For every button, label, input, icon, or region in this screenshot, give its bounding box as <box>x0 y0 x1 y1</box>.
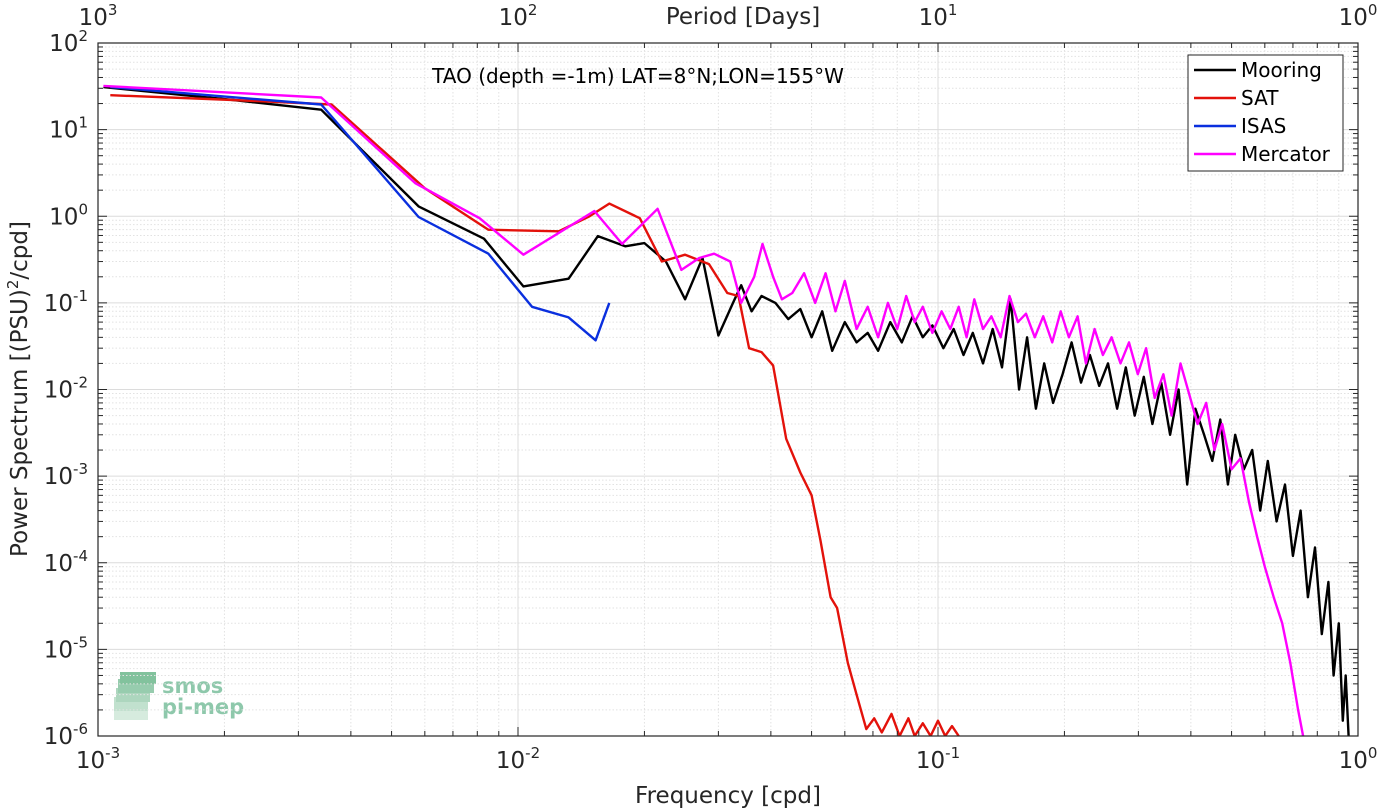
top-tick-label: 101 <box>919 1 958 31</box>
smos-pi-mep-logo: smos pi-mep <box>114 672 244 720</box>
logo-text-smos: smos <box>162 674 223 698</box>
legend: Mooring SAT ISAS Mercator <box>1187 54 1344 172</box>
chart-title: TAO (depth =-1m) LAT=8°N;LON=155°W <box>431 64 844 88</box>
y-axis-label-main: Power Spectrum [(PSU) <box>7 289 33 557</box>
legend-box <box>1187 54 1344 172</box>
y-tick-label: 10-4 <box>44 547 88 577</box>
top-tick-label: 103 <box>79 1 118 31</box>
x-tick-label: 10-2 <box>496 744 540 774</box>
top-tick-label: 102 <box>499 1 538 31</box>
y-tick-label: 101 <box>49 114 88 144</box>
y-tick-label: 10-6 <box>44 720 88 750</box>
x-tick-label: 10-1 <box>916 744 960 774</box>
legend-label-isas: ISAS <box>1241 114 1286 138</box>
legend-label-mooring: Mooring <box>1241 58 1322 82</box>
y-axis-label-tail: /cpd] <box>7 221 33 280</box>
x-tick-label: 10-3 <box>76 744 120 774</box>
legend-label-mercator: Mercator <box>1241 142 1331 166</box>
x-axis-label: Frequency [cpd] <box>635 783 821 809</box>
y-tick-label: 100 <box>49 200 88 230</box>
y-tick-label: 10-1 <box>44 287 88 317</box>
logo-text-pi-mep: pi-mep <box>162 695 244 719</box>
series-line-mooring <box>103 85 1350 736</box>
y-tick-label: 10-5 <box>44 633 88 663</box>
x-tick-label: 100 <box>1339 744 1377 774</box>
series-layer <box>103 84 1350 736</box>
top-tick-label: 100 <box>1339 1 1377 31</box>
y-tick-label: 10-2 <box>44 374 88 404</box>
y-tick-label: 102 <box>49 27 88 57</box>
legend-label-sat: SAT <box>1241 86 1279 110</box>
y-tick-label: 10-3 <box>44 460 88 490</box>
series-line-mercator <box>103 84 1305 736</box>
y-axis-label: Power Spectrum [(PSU)2/cpd] <box>4 221 33 557</box>
grid <box>98 43 1358 736</box>
series-line-isas <box>110 85 611 342</box>
series-line-sat <box>110 94 960 736</box>
axes-frame <box>97 42 1359 737</box>
y-axis-label-sup: 2 <box>4 280 22 290</box>
top-axis-label: Period [Days] <box>666 4 820 30</box>
